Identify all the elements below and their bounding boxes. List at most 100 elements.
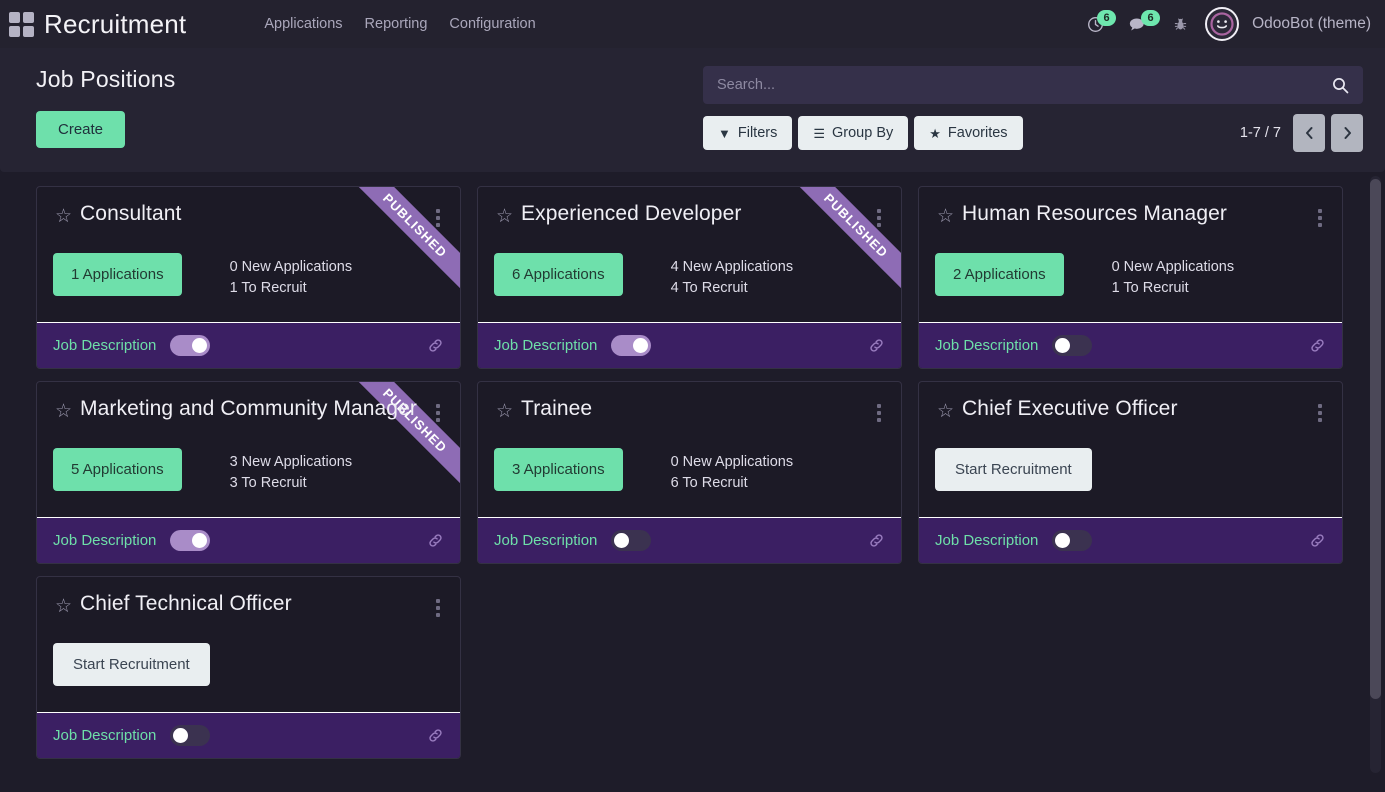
star-outline-icon[interactable]: ☆	[937, 401, 955, 422]
card-title: Marketing and Community Manager	[80, 397, 417, 420]
star-outline-icon[interactable]: ☆	[496, 401, 514, 422]
filters-button-label: Filters	[737, 125, 778, 141]
website-published-toggle[interactable]	[611, 530, 652, 551]
star-outline-icon[interactable]: ☆	[55, 596, 73, 617]
pager-next-button[interactable]	[1331, 114, 1363, 152]
kanban-card[interactable]: ☆ Human Resources Manager 2 Applications 0 …	[918, 186, 1343, 369]
card-footer: Job Description	[478, 322, 901, 368]
search-button[interactable]	[1324, 77, 1349, 94]
website-published-toggle[interactable]	[170, 335, 211, 356]
card-header: ☆ Human Resources Manager	[935, 201, 1326, 231]
new-applications-count: 3 New Applications	[229, 454, 353, 470]
kanban-card[interactable]: PUBLISHED ☆ Consultant 1 Applications 0 New …	[36, 186, 461, 369]
bug-icon	[1174, 18, 1187, 30]
card-title: Experienced Developer	[521, 202, 742, 225]
scrollbar-thumb[interactable]	[1370, 179, 1381, 699]
job-description-label: Job Description	[935, 337, 1039, 354]
pager: 1-7 / 7	[1240, 114, 1363, 152]
kebab-menu-icon[interactable]	[426, 201, 444, 231]
menu-item-applications[interactable]: Applications	[264, 16, 343, 32]
create-button[interactable]: Create	[36, 111, 126, 148]
applications-count-button[interactable]: 6 Applications	[494, 253, 623, 296]
control-panel-right: ▼ Filters ☰ Group By ★ Favorites 1-7 / 7	[703, 66, 1363, 152]
chain-link-icon[interactable]	[427, 337, 444, 354]
chain-link-icon[interactable]	[1309, 337, 1326, 354]
kebab-menu-icon[interactable]	[867, 396, 885, 426]
chain-link-icon[interactable]	[868, 532, 885, 549]
chain-link-icon[interactable]	[1309, 532, 1326, 549]
card-header: ☆ Chief Technical Officer	[53, 591, 444, 621]
search-bar[interactable]	[703, 66, 1363, 104]
star-outline-icon[interactable]: ☆	[496, 206, 514, 227]
card-stats: Start Recruitment	[935, 448, 1326, 513]
page-title: Job Positions	[36, 66, 176, 92]
card-stats-text: 0 New Applications 1 To Recruit	[1112, 253, 1235, 299]
new-applications-count: 4 New Applications	[670, 259, 794, 275]
kebab-menu-icon[interactable]	[426, 591, 444, 621]
card-stats: 6 Applications 4 New Applications 4 To Rec…	[494, 253, 885, 321]
card-footer: Job Description	[37, 322, 460, 368]
card-footer: Job Description	[478, 517, 901, 563]
avatar[interactable]	[1205, 7, 1240, 41]
applications-count-button[interactable]: 5 Applications	[53, 448, 182, 491]
chain-link-icon[interactable]	[427, 727, 444, 744]
applications-count-button[interactable]: 3 Applications	[494, 448, 623, 491]
card-body: PUBLISHED ☆ Marketing and Community Manage…	[37, 382, 460, 517]
website-published-toggle[interactable]	[611, 335, 652, 356]
star-outline-icon[interactable]: ☆	[55, 401, 73, 422]
applications-count-button[interactable]: 1 Applications	[53, 253, 182, 296]
kanban-grid: PUBLISHED ☆ Consultant 1 Applications 0 New …	[0, 182, 1385, 759]
kebab-menu-icon[interactable]	[1308, 201, 1326, 231]
app-brand-title[interactable]: Recruitment	[44, 8, 187, 39]
to-recruit-count: 4 To Recruit	[670, 280, 748, 297]
new-applications-count: 0 New Applications	[670, 454, 794, 470]
activities-button[interactable]: 6	[1087, 10, 1117, 33]
card-stats-text: 0 New Applications 6 To Recruit	[671, 448, 794, 494]
card-title: Chief Executive Officer	[962, 397, 1178, 420]
vertical-scrollbar[interactable]	[1370, 176, 1381, 773]
kanban-card[interactable]: ☆ Chief Executive Officer Start Recruitmen…	[918, 381, 1343, 564]
card-title: Human Resources Manager	[962, 202, 1227, 225]
job-description-label: Job Description	[53, 337, 157, 354]
kebab-menu-icon[interactable]	[1308, 396, 1326, 426]
search-input[interactable]	[717, 77, 1324, 93]
favorites-button-label: Favorites	[947, 125, 1008, 141]
star-outline-icon[interactable]: ☆	[937, 206, 955, 227]
funnel-icon: ▼	[718, 125, 731, 141]
group-by-button[interactable]: ☰ Group By	[798, 116, 909, 150]
debug-menu-button[interactable]	[1173, 17, 1188, 32]
pager-previous-button[interactable]	[1293, 114, 1325, 152]
card-header: ☆ Marketing and Community Manager	[53, 396, 444, 426]
card-title: Trainee	[521, 397, 593, 420]
kanban-card[interactable]: PUBLISHED ☆ Experienced Developer 6 Applica…	[477, 186, 902, 369]
start-recruitment-button[interactable]: Start Recruitment	[53, 643, 210, 686]
user-menu-label[interactable]: OdooBot (theme)	[1252, 15, 1371, 32]
chevron-right-icon	[1344, 127, 1351, 139]
filters-button[interactable]: ▼ Filters	[703, 116, 793, 150]
website-published-toggle[interactable]	[1052, 335, 1093, 356]
apps-grid-icon[interactable]	[8, 11, 34, 37]
card-body: ☆ Trainee 3 Applications 0 New Applications…	[478, 382, 901, 517]
favorites-button[interactable]: ★ Favorites	[914, 116, 1023, 150]
group-by-button-label: Group By	[832, 125, 894, 141]
job-description-label: Job Description	[53, 727, 157, 744]
control-panel: Job Positions Create ▼ Filters ☰ Group	[0, 48, 1385, 172]
messages-button[interactable]: 6	[1129, 10, 1161, 33]
kanban-card[interactable]: ☆ Chief Technical Officer Start Recruitmen…	[36, 576, 461, 759]
chain-link-icon[interactable]	[868, 337, 885, 354]
start-recruitment-button[interactable]: Start Recruitment	[935, 448, 1092, 491]
website-published-toggle[interactable]	[170, 725, 211, 746]
chain-link-icon[interactable]	[427, 532, 444, 549]
kebab-menu-icon[interactable]	[426, 396, 444, 426]
applications-count-button[interactable]: 2 Applications	[935, 253, 1064, 296]
star-outline-icon[interactable]: ☆	[55, 206, 73, 227]
website-published-toggle[interactable]	[170, 530, 211, 551]
chat-bubble-icon	[1129, 17, 1144, 31]
card-stats: 1 Applications 0 New Applications 1 To Rec…	[53, 253, 444, 321]
website-published-toggle[interactable]	[1052, 530, 1093, 551]
kebab-menu-icon[interactable]	[867, 201, 885, 231]
menu-item-configuration[interactable]: Configuration	[449, 16, 536, 32]
menu-item-reporting[interactable]: Reporting	[364, 16, 428, 32]
kanban-card[interactable]: PUBLISHED ☆ Marketing and Community Manage…	[36, 381, 461, 564]
kanban-card[interactable]: ☆ Trainee 3 Applications 0 New Applications…	[477, 381, 902, 564]
